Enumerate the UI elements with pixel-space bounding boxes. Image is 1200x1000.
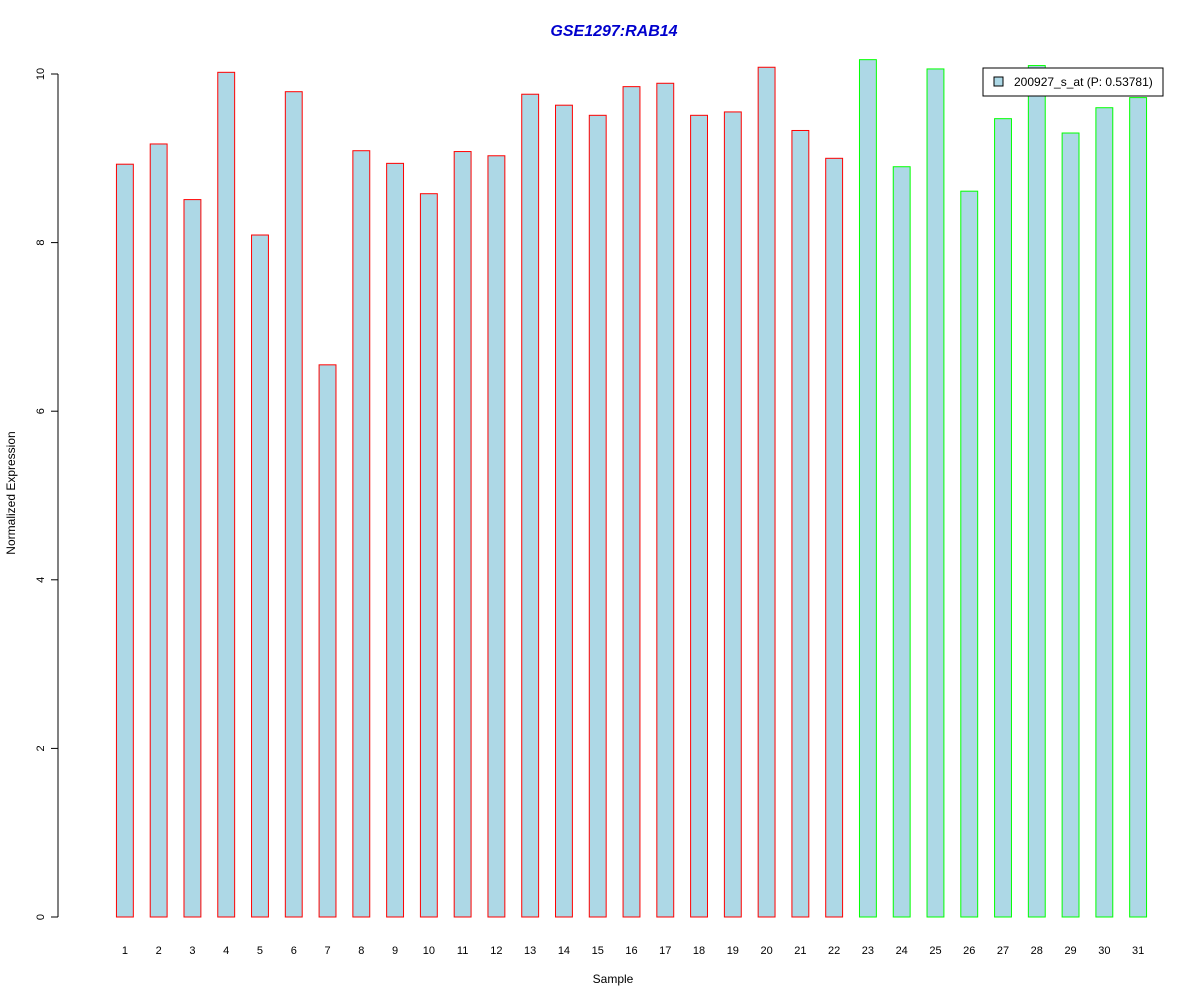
bar [318, 364, 337, 918]
y-axis: 0 2 4 6 8 10 [35, 68, 59, 920]
x-tick-label: 21 [794, 945, 806, 957]
x-tick-label: 30 [1098, 945, 1110, 957]
bar [183, 199, 202, 918]
legend-label: 200927_s_at (P: 0.53781) [1014, 75, 1153, 89]
x-tick-label: 25 [929, 945, 941, 957]
bar [115, 163, 134, 918]
y-axis-title: Normalized Expression [4, 431, 18, 554]
x-tick-label: 8 [358, 945, 364, 957]
x-tick-label: 27 [997, 945, 1009, 957]
x-tick-label: 5 [257, 945, 263, 957]
bar [453, 151, 472, 918]
legend-box [982, 67, 1164, 97]
bar [1027, 65, 1046, 918]
x-tick-label: 6 [291, 945, 297, 957]
x-tick-label: 31 [1132, 945, 1144, 957]
y-tick-label: 6 [35, 408, 47, 414]
legend: 200927_s_at (P: 0.53781) [982, 67, 1164, 97]
x-tick-label: 2 [156, 945, 162, 957]
x-tick-label: 17 [659, 945, 671, 957]
x-tick-label: 24 [896, 945, 908, 957]
bar [656, 82, 675, 918]
bar [284, 91, 303, 918]
x-tick-label: 18 [693, 945, 705, 957]
bar [690, 114, 708, 918]
bar [251, 234, 269, 918]
x-axis-title: Sample [593, 972, 634, 986]
x-tick-label: 15 [592, 945, 604, 957]
bar [217, 71, 236, 918]
bar [1129, 97, 1148, 918]
x-tick-label: 12 [490, 945, 502, 957]
bar [555, 104, 573, 918]
bar [926, 68, 945, 918]
x-tick-label: 28 [1031, 945, 1043, 957]
bar [622, 86, 641, 918]
x-tick-label: 26 [963, 945, 975, 957]
bar [1061, 132, 1080, 918]
y-tick-label: 2 [35, 745, 47, 751]
bar [723, 111, 742, 918]
bar [419, 193, 438, 918]
bar [757, 66, 776, 918]
chart-title: GSE1297:RAB14 [550, 23, 677, 40]
bar [352, 150, 371, 918]
x-tick-label: 11 [457, 945, 468, 957]
bar [588, 114, 607, 918]
bar [1095, 107, 1114, 918]
bar [487, 155, 506, 918]
x-tick-label: 14 [558, 945, 570, 957]
legend-swatch [993, 76, 1004, 87]
bar [994, 118, 1012, 918]
bars [115, 59, 1148, 918]
x-tick-label: 29 [1064, 945, 1076, 957]
bar [960, 190, 979, 918]
x-tick-label: 19 [727, 945, 739, 957]
y-tick-label: 8 [35, 240, 47, 246]
bar [892, 166, 911, 918]
x-tick-label: 13 [524, 945, 536, 957]
x-tick-label: 7 [324, 945, 330, 957]
bar [825, 157, 844, 918]
x-tick-label: 16 [625, 945, 637, 957]
y-tick-label: 0 [35, 914, 47, 920]
bar [791, 129, 810, 918]
bar [521, 93, 540, 918]
bar [386, 162, 405, 918]
x-tick-label: 10 [423, 945, 435, 957]
x-tick-label: 23 [862, 945, 874, 957]
x-tick-label: 1 [122, 945, 128, 957]
bar [858, 59, 877, 918]
y-tick-label: 4 [35, 577, 47, 583]
x-tick-label: 4 [223, 945, 229, 957]
x-axis-labels: 1 2 3 4 5 6 7 8 9 10 11 12 13 14 15 16 17 18 19 20 21 22 23 24 2… [122, 945, 1144, 957]
x-tick-label: 3 [189, 945, 195, 957]
bar [149, 143, 168, 918]
y-tick-label: 10 [35, 68, 47, 80]
x-tick-label: 22 [828, 945, 840, 957]
x-tick-label: 9 [392, 945, 398, 957]
x-tick-label: 20 [760, 945, 772, 957]
